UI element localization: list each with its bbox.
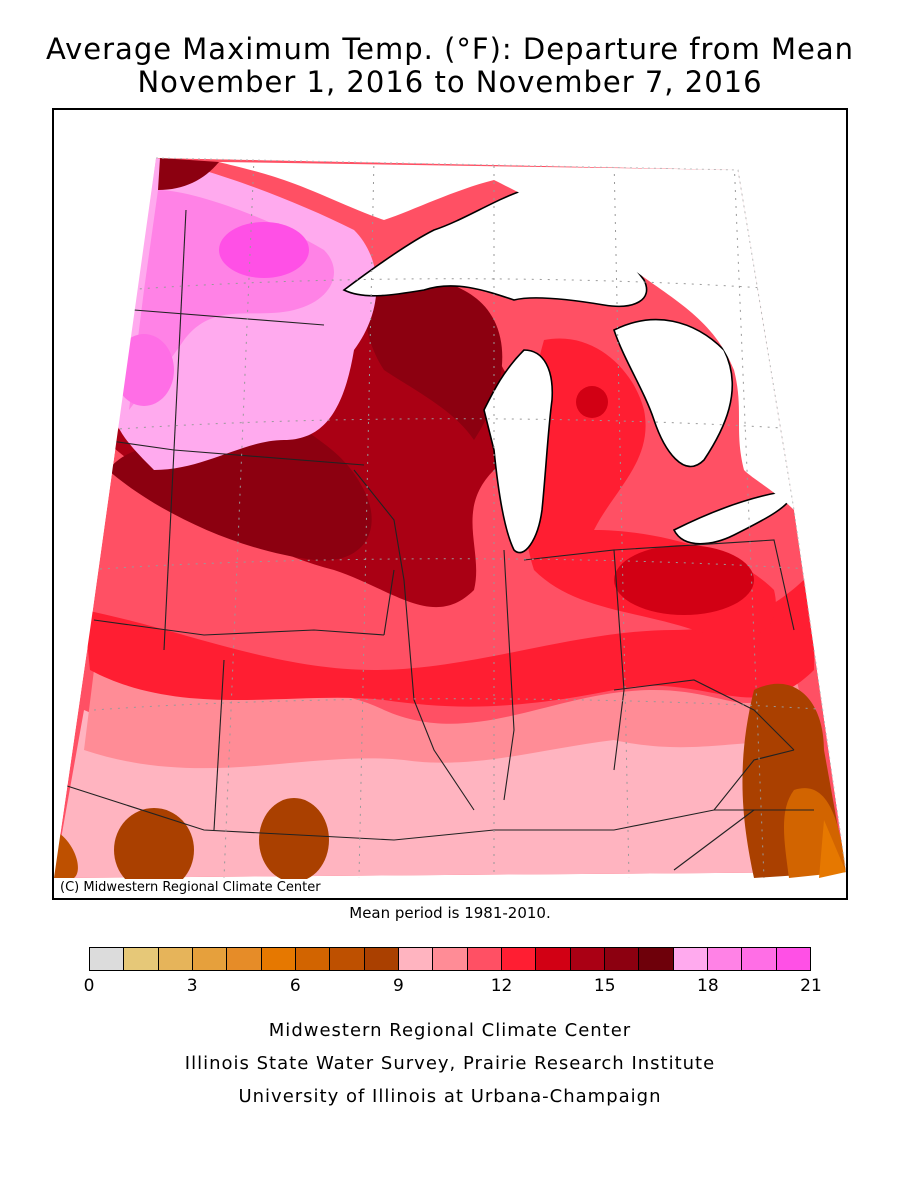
legend-swatch [776, 948, 810, 970]
legend-swatch [330, 948, 365, 970]
zone-dark-red-michigan-spot [576, 386, 608, 418]
legend-tick-label: 3 [186, 976, 198, 996]
footer-line-3: University of Illinois at Urbana-Champai… [238, 1086, 662, 1107]
legend-tick-label: 6 [289, 976, 301, 996]
zone-bright-orange-se [819, 820, 846, 878]
legend-swatch [433, 948, 468, 970]
legend-tick-label: 18 [697, 976, 719, 996]
footer-line-2: Illinois State Water Survey, Prairie Res… [184, 1053, 716, 1074]
state-borders [63, 209, 814, 871]
canada-region [219, 162, 794, 510]
color-legend [89, 947, 811, 971]
legend-tick-label: 9 [393, 976, 404, 996]
legend-tick-label: 0 [83, 976, 95, 996]
legend-swatch [467, 948, 502, 970]
legend-swatch [227, 948, 262, 970]
lake-michigan [483, 349, 554, 554]
legend-swatch [158, 948, 193, 970]
legend-swatch [124, 948, 159, 970]
temperature-departure-map [54, 110, 846, 898]
footer-line-1: Midwestern Regional Climate Center [268, 1020, 632, 1041]
copyright-credit: (C) Midwestern Regional Climate Center [56, 879, 325, 896]
legend-swatch [398, 948, 434, 970]
zone-red-central [84, 570, 814, 707]
legend-tick-labels: 0 3 6 9 12 15 18 21 [84, 976, 822, 998]
legend-tick-label: 21 [800, 976, 822, 996]
zone-orange-sw-2 [259, 798, 329, 882]
zone-dark-red-upper-mi [365, 260, 503, 440]
legend-swatch [742, 948, 777, 970]
map-date-range: November 1, 2016 to November 7, 2016 [137, 65, 763, 99]
graticule [83, 157, 835, 879]
legend-swatch [295, 948, 331, 970]
legend-swatches [89, 947, 811, 971]
lake-huron [613, 318, 733, 468]
legend-tick-label: 12 [490, 976, 513, 996]
lake-erie [672, 489, 795, 545]
mean-period-note: Mean period is 1981-2010. [349, 904, 551, 922]
legend-swatch [90, 948, 125, 970]
legend-swatch [536, 948, 571, 970]
legend-swatch [192, 948, 228, 970]
legend-swatch [501, 948, 537, 970]
legend-tick-label: 15 [593, 976, 616, 996]
legend-swatch [707, 948, 743, 970]
zone-magenta-west [114, 334, 174, 406]
zone-dark-red-ohio [614, 545, 754, 615]
legend-swatch [570, 948, 605, 970]
map-frame: (C) Midwestern Regional Climate Center [52, 108, 848, 900]
legend-swatch [673, 948, 708, 970]
zone-orange-sw-edge [54, 830, 78, 878]
zone-dark-red-corner [158, 158, 219, 190]
legend-swatch [261, 948, 296, 970]
map-title: Average Maximum Temp. (°F): Departure fr… [45, 32, 855, 66]
legend-swatch [639, 948, 674, 970]
map-mask [54, 110, 846, 878]
legend-swatch [364, 948, 399, 970]
zone-orange-sw-1 [114, 808, 194, 892]
zone-magenta-core [219, 222, 309, 278]
legend-swatch [604, 948, 640, 970]
